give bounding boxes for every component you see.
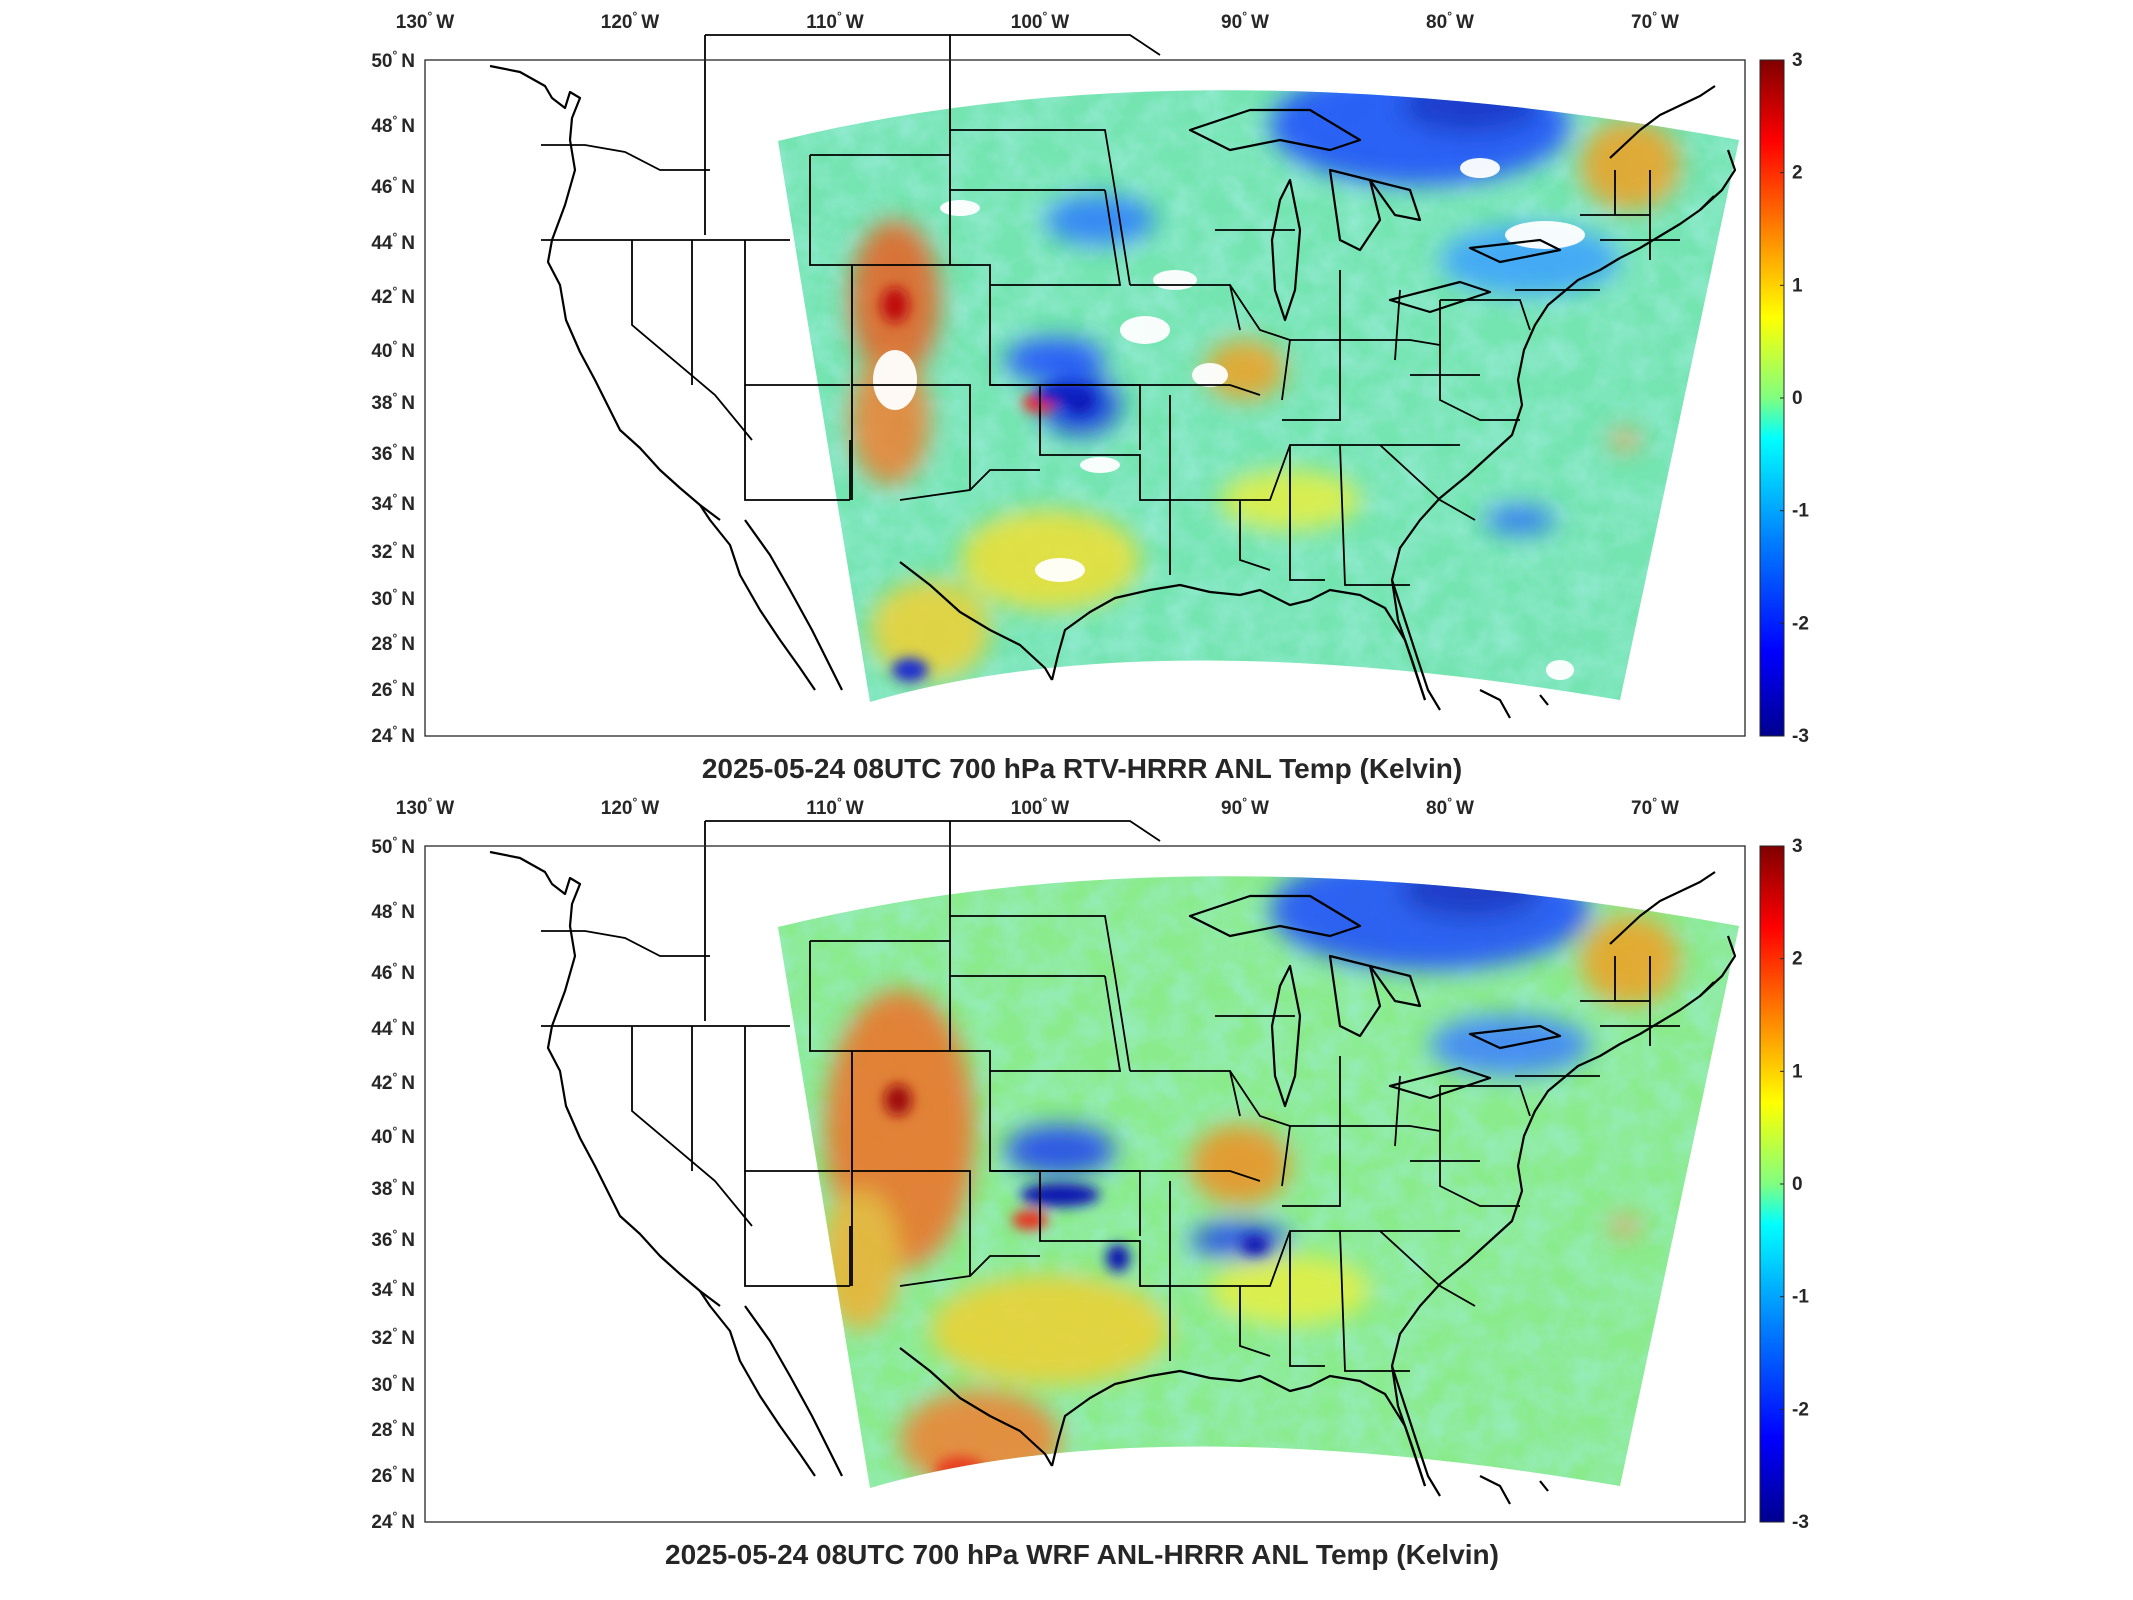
- colorbar-tick-label: 3: [1792, 836, 1803, 857]
- lat-tick-label: 46° N: [371, 960, 415, 984]
- lat-tick-label: 42° N: [371, 1070, 415, 1094]
- lat-tick-label: 34° N: [371, 1277, 415, 1301]
- lat-tick-label: 44° N: [371, 230, 415, 254]
- lat-tick-label: 36° N: [371, 441, 415, 465]
- lat-tick-label: 32° N: [371, 539, 415, 563]
- lon-tick-label: 70° W: [1631, 795, 1679, 819]
- lat-tick-label: 34° N: [371, 491, 415, 515]
- lon-tick-label: 110° W: [806, 795, 863, 819]
- colorbar-tick-label: -3: [1792, 1512, 1809, 1533]
- colorbar-tick-label: 0: [1792, 388, 1803, 409]
- lat-tick-label: 30° N: [371, 586, 415, 610]
- colorbar-tick-label: -3: [1792, 726, 1809, 747]
- top-lon-ticks: 130° W 120° W 110° W 100° W 90° W 80° W 70° W: [396, 9, 1679, 33]
- lat-tick-label: 46° N: [371, 174, 415, 198]
- lat-tick-label: 24° N: [371, 723, 415, 747]
- colorbar-tick-label: 1: [1792, 1061, 1803, 1082]
- bottom-map-axes: [424, 845, 1746, 1523]
- lat-tick-label: 36° N: [371, 1227, 415, 1251]
- lat-tick-label: 38° N: [371, 390, 415, 414]
- lat-tick-label: 28° N: [371, 631, 415, 655]
- lon-tick-label: 120° W: [601, 795, 660, 819]
- colorbar-tick-label: 2: [1792, 163, 1803, 184]
- lat-tick-label: 42° N: [371, 284, 415, 308]
- colorbar-tick-label: -2: [1792, 613, 1809, 634]
- lat-tick-label: 32° N: [371, 1325, 415, 1349]
- bottom-temperature-field: [778, 876, 1739, 1488]
- bottom-panel: 3 2 1 0 -1 -2 -3 130° W 120° W 110° W 100° W 90° W 80° W 7…: [371, 795, 1809, 1570]
- lat-tick-label: 48° N: [371, 113, 415, 137]
- top-panel-title: 2025-05-24 08UTC 700 hPa RTV-HRRR ANL Te…: [702, 753, 1462, 784]
- bottom-lon-ticks: 130° W 120° W 110° W 100° W 90° W 80° W 70° W: [396, 795, 1679, 819]
- top-map-axes: [424, 59, 1746, 737]
- lon-tick-label: 120° W: [601, 9, 660, 33]
- bottom-panel-title: 2025-05-24 08UTC 700 hPa WRF ANL-HRRR AN…: [665, 1539, 1499, 1570]
- bottom-lat-ticks: 50° N 48° N 46° N 44° N 42° N 40° N 38° N 36° N 34° N 32° N…: [371, 834, 415, 1533]
- top-colorbar-ticks: 3 2 1 0 -1 -2 -3: [1780, 50, 1809, 747]
- colorbar-tick-label: 3: [1792, 50, 1803, 71]
- colorbar-tick-label: -2: [1792, 1399, 1809, 1420]
- colorbar-tick-label: 2: [1792, 949, 1803, 970]
- colorbar-tick-label: 1: [1792, 275, 1803, 296]
- colorbar-tick-label: -1: [1792, 501, 1809, 522]
- lat-tick-label: 48° N: [371, 899, 415, 923]
- lon-tick-label: 90° W: [1221, 795, 1269, 819]
- lat-tick-label: 26° N: [371, 677, 415, 701]
- lon-tick-label: 130° W: [396, 795, 455, 819]
- lon-tick-label: 100° W: [1011, 9, 1070, 33]
- lon-tick-label: 90° W: [1221, 9, 1269, 33]
- lon-tick-label: 80° W: [1426, 9, 1474, 33]
- lat-tick-label: 40° N: [371, 1124, 415, 1148]
- lon-tick-label: 100° W: [1011, 795, 1070, 819]
- bottom-colorbar-ticks: 3 2 1 0 -1 -2 -3: [1780, 836, 1809, 1533]
- lon-tick-label: 110° W: [806, 9, 863, 33]
- lat-tick-label: 50° N: [371, 834, 415, 858]
- lat-tick-label: 28° N: [371, 1417, 415, 1441]
- lon-tick-label: 70° W: [1631, 9, 1679, 33]
- lat-tick-label: 30° N: [371, 1372, 415, 1396]
- colorbar-tick-label: 0: [1792, 1174, 1803, 1195]
- lat-tick-label: 24° N: [371, 1509, 415, 1533]
- lat-tick-label: 26° N: [371, 1463, 415, 1487]
- colorbar-tick-label: -1: [1792, 1287, 1809, 1308]
- lat-tick-label: 44° N: [371, 1016, 415, 1040]
- lon-tick-label: 130° W: [396, 9, 455, 33]
- lat-tick-label: 40° N: [371, 338, 415, 362]
- lat-tick-label: 38° N: [371, 1176, 415, 1200]
- lon-tick-label: 80° W: [1426, 795, 1474, 819]
- top-lat-ticks: 50° N 48° N 46° N 44° N 42° N 40° N 38° N 36° N 34° N 32° N…: [371, 48, 415, 747]
- top-panel: 3 2 1 0 -1 -2 -3 130° W 120° W 110° W 100° W 90° W 80° W 7…: [371, 9, 1809, 784]
- top-temperature-field: [778, 90, 1739, 702]
- lat-tick-label: 50° N: [371, 48, 415, 72]
